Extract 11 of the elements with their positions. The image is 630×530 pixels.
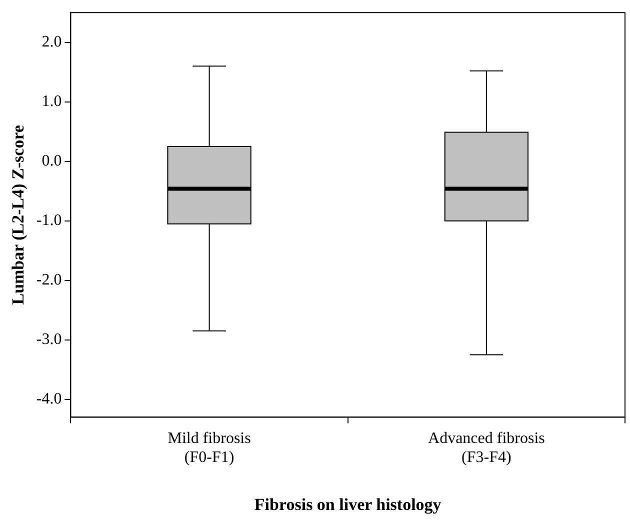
y-tick-label: -3.0 [36,331,62,348]
y-tick-label: 2.0 [42,34,62,51]
y-tick-label: -1.0 [36,212,62,230]
y-axis-title: Lumbar (L2-L4) Z-score [8,124,28,305]
y-tick-label: 0.0 [42,152,62,170]
x-tick-label: Advanced fibrosis (F3-F4) [428,430,545,466]
x-axis-title: Fibrosis on liver histology [254,495,442,514]
x-tick-label: Mild fibrosis (F0-F1) [168,430,251,466]
y-tick-label: -2.0 [36,272,62,289]
y-tick-label: 1.0 [42,93,62,110]
y-tick-label: -4.0 [36,390,62,408]
